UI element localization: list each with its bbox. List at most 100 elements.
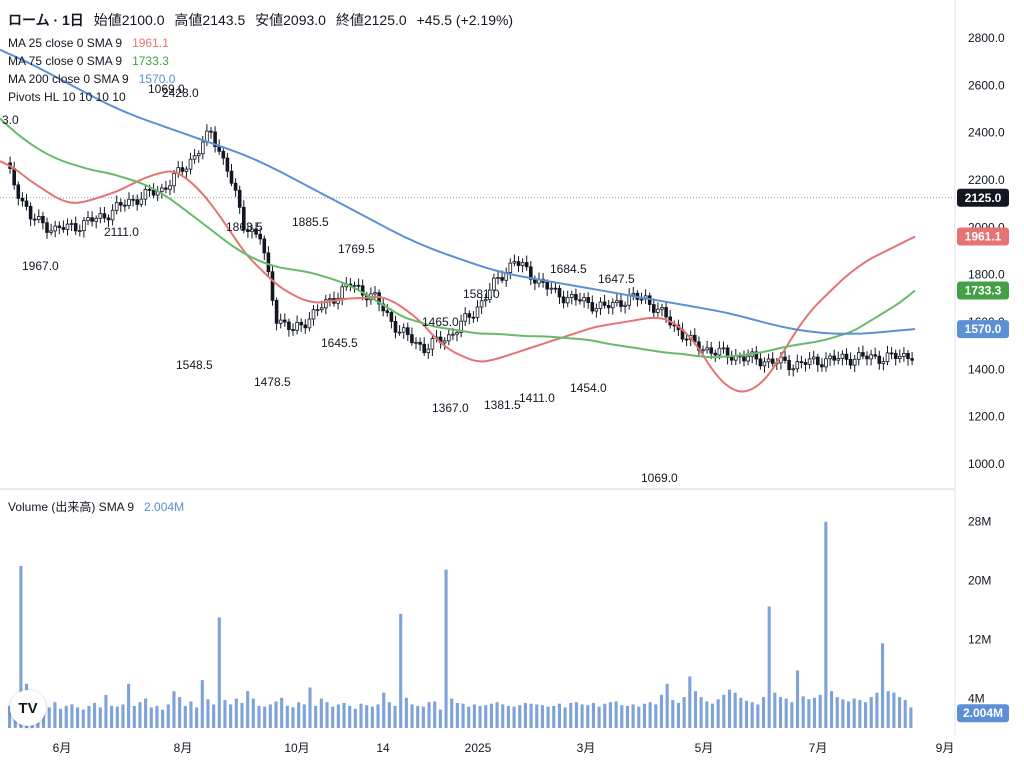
open-label: 始値 <box>93 12 122 28</box>
header-row: ローム · 1日 始値2100.0 高値2143.5 安値2093.0 終値21… <box>8 10 519 30</box>
candle-body <box>463 313 467 322</box>
candle-body <box>442 340 447 344</box>
candle-body <box>422 343 426 354</box>
candle-body <box>135 199 140 205</box>
candle-body <box>717 347 722 356</box>
volume-bar <box>540 705 544 728</box>
candle-body <box>545 282 549 290</box>
volume-bar <box>87 705 91 728</box>
volume-bar <box>178 697 182 728</box>
candle-body <box>602 301 607 306</box>
time-tick-label: 9月 <box>936 741 955 755</box>
candle-body <box>295 322 299 331</box>
volume-bar <box>325 702 329 728</box>
volume-bar <box>756 704 760 728</box>
volume-bar <box>268 704 272 728</box>
candle-body <box>356 284 361 287</box>
volume-bar <box>450 698 454 728</box>
candle-body <box>73 223 78 232</box>
candle-body <box>590 302 595 312</box>
volume-bar <box>467 706 471 728</box>
candle-body <box>414 341 418 344</box>
candle-body <box>262 238 267 254</box>
volume-bar <box>733 692 737 728</box>
indicator-ma200[interactable]: MA 200 close 0 SMA 9 1570.0 <box>8 72 175 86</box>
volume-tag-value: 2.004M <box>963 706 1003 720</box>
tradingview-logo-icon[interactable]: TV <box>10 690 46 726</box>
candle-body <box>857 352 861 360</box>
pivot-label: 1684.5 <box>550 262 587 276</box>
volume-bar <box>523 702 527 728</box>
volume-bar <box>722 694 726 728</box>
volume-bar <box>359 703 363 728</box>
candle-body <box>270 271 275 301</box>
indicator-value: 1961.1 <box>132 36 169 50</box>
change-value: +45.5 (+2.19%) <box>416 12 514 28</box>
candle-body <box>323 299 328 309</box>
volume-bar <box>365 705 369 728</box>
indicator-ma75[interactable]: MA 75 close 0 SMA 9 1733.3 <box>8 54 169 68</box>
candle-body <box>360 285 365 296</box>
candle-body <box>902 353 906 357</box>
candle-body <box>742 356 746 362</box>
candle-body <box>430 338 435 350</box>
volume-bar <box>557 703 561 728</box>
volume-bar <box>546 706 550 728</box>
candle-body <box>37 216 41 221</box>
volume-bar <box>115 706 119 728</box>
volume-bar <box>81 709 85 728</box>
volume-bar <box>563 707 567 728</box>
candle-body <box>16 184 21 199</box>
candle-body <box>159 187 164 192</box>
ma200-line <box>0 48 916 335</box>
price-tick-label: 1800.0 <box>968 268 1005 282</box>
indicator-ma25[interactable]: MA 25 close 0 SMA 9 1961.1 <box>8 36 169 50</box>
pivot-label: 2111.0 <box>104 225 139 239</box>
candle-body <box>549 287 554 290</box>
candle-body <box>106 217 111 221</box>
price-tag-value: 1733.3 <box>965 283 1002 297</box>
candle-body <box>500 277 504 281</box>
volume-bar <box>795 670 800 728</box>
volume-tick-label: 4M <box>968 692 985 706</box>
volume-bar <box>393 705 397 728</box>
volume-bar <box>297 702 301 728</box>
close-value: 2125.0 <box>363 12 407 28</box>
volume-bar <box>200 680 204 728</box>
candle-body <box>721 347 726 350</box>
candle-body <box>631 292 636 296</box>
pivot-labels: 2428.0 3.0 1069.0 1967.0 2111.0 1863.5 1885.5 1… <box>2 82 678 485</box>
candle-body <box>684 338 689 341</box>
indicator-pivots[interactable]: Pivots HL 10 10 10 10 <box>8 90 126 104</box>
candle-body <box>824 358 828 368</box>
pivot-label: 1411.0 <box>519 391 555 405</box>
candle-body <box>24 200 29 207</box>
candle-body <box>291 329 295 331</box>
candle-body <box>578 299 582 302</box>
volume-bar <box>790 702 794 728</box>
volume-legend[interactable]: Volume (出来高) SMA 9 2.004M <box>8 498 184 515</box>
candle-body <box>561 296 566 304</box>
volume-bars <box>8 521 913 728</box>
candle-body <box>172 172 176 187</box>
volume-bar <box>263 706 267 728</box>
volume-bar <box>501 704 505 728</box>
volume-bar <box>778 697 783 728</box>
volume-bar <box>863 702 868 728</box>
candle-body <box>877 355 882 364</box>
candle-body <box>102 213 107 219</box>
candle-body <box>795 361 800 370</box>
symbol-title[interactable]: ローム · 1日 <box>8 12 84 28</box>
candle-body <box>250 228 254 233</box>
moving-averages <box>0 48 916 393</box>
candle-body <box>619 300 623 307</box>
volume-bar <box>552 705 556 728</box>
candle-body <box>594 308 599 312</box>
volume-bar <box>93 702 97 728</box>
price-tag-bg <box>957 188 1009 207</box>
volume-bar <box>404 697 408 728</box>
candle-body <box>701 349 705 352</box>
candle-body <box>598 301 603 309</box>
volume-bar <box>489 703 493 728</box>
